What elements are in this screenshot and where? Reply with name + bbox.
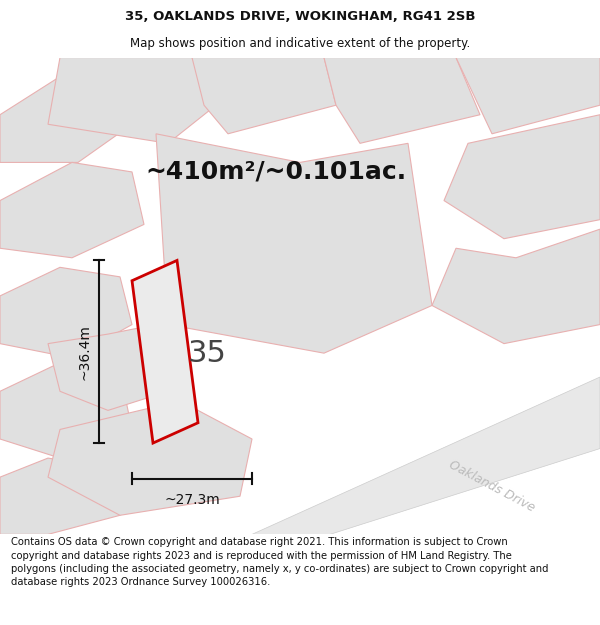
Polygon shape	[444, 115, 600, 239]
Text: ~410m²/~0.101ac.: ~410m²/~0.101ac.	[145, 160, 407, 184]
Polygon shape	[324, 58, 480, 143]
Polygon shape	[0, 162, 144, 258]
Polygon shape	[252, 377, 600, 534]
Polygon shape	[48, 58, 216, 143]
Text: Map shows position and indicative extent of the property.: Map shows position and indicative extent…	[130, 37, 470, 49]
Polygon shape	[132, 261, 198, 443]
Text: Oaklands Drive: Oaklands Drive	[447, 459, 537, 515]
Polygon shape	[432, 229, 600, 344]
Polygon shape	[456, 58, 600, 134]
Text: ~36.4m: ~36.4m	[77, 324, 91, 379]
Text: 35, OAKLANDS DRIVE, WOKINGHAM, RG41 2SB: 35, OAKLANDS DRIVE, WOKINGHAM, RG41 2SB	[125, 9, 475, 22]
Polygon shape	[48, 324, 168, 411]
Polygon shape	[156, 134, 432, 353]
Polygon shape	[0, 77, 132, 162]
Polygon shape	[0, 268, 132, 358]
Polygon shape	[0, 362, 132, 458]
Polygon shape	[192, 58, 336, 134]
Polygon shape	[48, 401, 252, 515]
Text: Contains OS data © Crown copyright and database right 2021. This information is : Contains OS data © Crown copyright and d…	[11, 538, 548, 587]
Polygon shape	[0, 458, 120, 534]
Text: ~27.3m: ~27.3m	[164, 493, 220, 507]
Text: 35: 35	[188, 339, 226, 367]
